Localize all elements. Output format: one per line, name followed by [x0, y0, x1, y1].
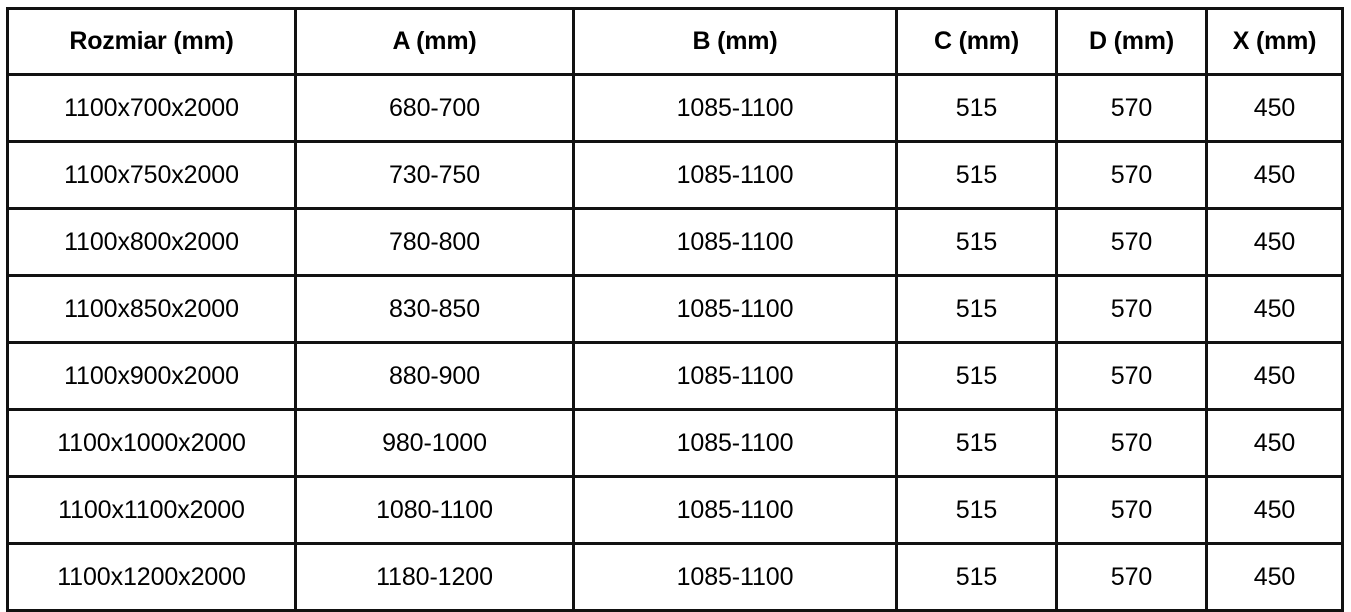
cell-rozmiar: 1100x1000x2000	[6, 408, 297, 478]
cell-b: 1085-1100	[572, 73, 898, 143]
cell-d: 570	[1055, 408, 1208, 478]
column-header-rozmiar: Rozmiar (mm)	[6, 7, 297, 76]
cell-b: 1085-1100	[572, 475, 898, 545]
cell-c: 515	[895, 341, 1058, 411]
table-body: 1100x700x2000 680-700 1085-1100 515 570 …	[6, 73, 1344, 612]
cell-c: 515	[895, 207, 1058, 277]
cell-rozmiar: 1100x900x2000	[6, 341, 297, 411]
cell-x: 450	[1205, 274, 1344, 344]
cell-d: 570	[1055, 475, 1208, 545]
cell-x: 450	[1205, 475, 1344, 545]
table-row: 1100x700x2000 680-700 1085-1100 515 570 …	[6, 73, 1344, 143]
cell-c: 515	[895, 274, 1058, 344]
cell-b: 1085-1100	[572, 140, 898, 210]
table-row: 1100x1000x2000 980-1000 1085-1100 515 57…	[6, 408, 1344, 478]
table-header-row: Rozmiar (mm) A (mm) B (mm) C (mm) D (mm)…	[6, 7, 1344, 76]
cell-x: 450	[1205, 542, 1344, 612]
table-row: 1100x750x2000 730-750 1085-1100 515 570 …	[6, 140, 1344, 210]
column-header-x: X (mm)	[1205, 7, 1344, 76]
cell-a: 780-800	[294, 207, 575, 277]
cell-d: 570	[1055, 207, 1208, 277]
cell-a: 830-850	[294, 274, 575, 344]
cell-c: 515	[895, 542, 1058, 612]
cell-rozmiar: 1100x850x2000	[6, 274, 297, 344]
cell-x: 450	[1205, 73, 1344, 143]
table-row: 1100x1100x2000 1080-1100 1085-1100 515 5…	[6, 475, 1344, 545]
cell-d: 570	[1055, 73, 1208, 143]
table-row: 1100x800x2000 780-800 1085-1100 515 570 …	[6, 207, 1344, 277]
cell-d: 570	[1055, 542, 1208, 612]
column-header-a: A (mm)	[294, 7, 575, 76]
cell-d: 570	[1055, 274, 1208, 344]
cell-rozmiar: 1100x800x2000	[6, 207, 297, 277]
table-row: 1100x900x2000 880-900 1085-1100 515 570 …	[6, 341, 1344, 411]
table-header: Rozmiar (mm) A (mm) B (mm) C (mm) D (mm)…	[6, 7, 1344, 76]
table-row: 1100x1200x2000 1180-1200 1085-1100 515 5…	[6, 542, 1344, 612]
cell-a: 1180-1200	[294, 542, 575, 612]
cell-d: 570	[1055, 341, 1208, 411]
cell-rozmiar: 1100x700x2000	[6, 73, 297, 143]
dimensions-table: Rozmiar (mm) A (mm) B (mm) C (mm) D (mm)…	[6, 7, 1344, 612]
table-row: 1100x850x2000 830-850 1085-1100 515 570 …	[6, 274, 1344, 344]
cell-a: 980-1000	[294, 408, 575, 478]
column-header-c: C (mm)	[895, 7, 1058, 76]
cell-c: 515	[895, 140, 1058, 210]
column-header-d: D (mm)	[1055, 7, 1208, 76]
cell-b: 1085-1100	[572, 408, 898, 478]
cell-rozmiar: 1100x1100x2000	[6, 475, 297, 545]
cell-rozmiar: 1100x750x2000	[6, 140, 297, 210]
cell-a: 680-700	[294, 73, 575, 143]
spec-table-container: Rozmiar (mm) A (mm) B (mm) C (mm) D (mm)…	[6, 7, 1344, 612]
cell-c: 515	[895, 475, 1058, 545]
cell-d: 570	[1055, 140, 1208, 210]
column-header-b: B (mm)	[572, 7, 898, 76]
cell-x: 450	[1205, 207, 1344, 277]
cell-x: 450	[1205, 341, 1344, 411]
cell-x: 450	[1205, 140, 1344, 210]
cell-b: 1085-1100	[572, 542, 898, 612]
cell-b: 1085-1100	[572, 341, 898, 411]
cell-a: 880-900	[294, 341, 575, 411]
cell-b: 1085-1100	[572, 207, 898, 277]
cell-c: 515	[895, 73, 1058, 143]
cell-rozmiar: 1100x1200x2000	[6, 542, 297, 612]
cell-x: 450	[1205, 408, 1344, 478]
cell-a: 730-750	[294, 140, 575, 210]
cell-a: 1080-1100	[294, 475, 575, 545]
cell-b: 1085-1100	[572, 274, 898, 344]
cell-c: 515	[895, 408, 1058, 478]
